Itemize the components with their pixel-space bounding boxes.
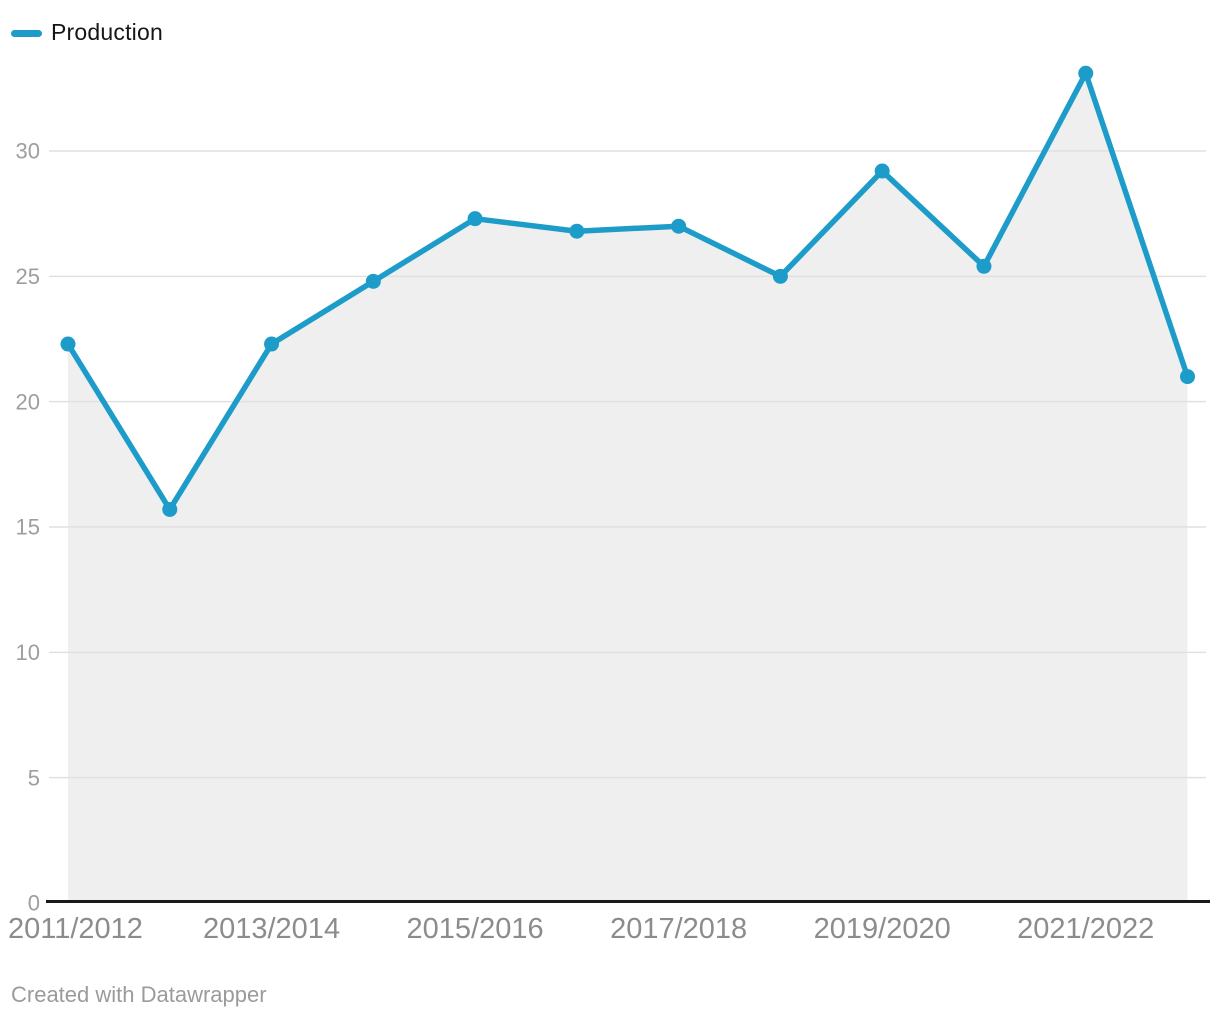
legend-line-swatch (11, 29, 42, 37)
data-point-2013-2014[interactable] (264, 336, 280, 352)
data-point-2015-2016[interactable] (467, 211, 483, 227)
y-tick-label: 20 (16, 389, 40, 414)
production-line-chart: 0 5 10 15 20 25 30 2011/2012 2013/2014 2015/2016 2… (8, 65, 1210, 945)
production-line (65, 70, 1191, 513)
x-axis-line (46, 900, 1210, 903)
data-point-2021-2022[interactable] (1078, 65, 1094, 81)
x-tick-label: 2021/2022 (1017, 913, 1154, 945)
y-tick-label: 15 (16, 515, 40, 540)
x-tick-label: 2011/2012 (8, 913, 143, 945)
data-point-2022-2023[interactable] (1180, 369, 1196, 385)
area-fill (68, 73, 1188, 900)
data-point-2020-2021[interactable] (976, 258, 992, 274)
y-tick-label: 0 (28, 891, 40, 916)
y-tick-label: 30 (16, 139, 40, 164)
y-tick-label: 25 (16, 264, 40, 289)
data-point-2017-2018[interactable] (671, 218, 687, 234)
x-tick-label: 2017/2018 (610, 913, 747, 945)
x-tick-label: 2015/2016 (407, 913, 544, 945)
y-tick-label: 5 (28, 765, 40, 790)
y-tick-label: 10 (16, 640, 40, 665)
data-point-2012-2013[interactable] (162, 501, 178, 517)
attribution-text: Created with Datawrapper (11, 982, 267, 1007)
data-point-2019-2020[interactable] (874, 163, 890, 179)
legend-label: Production (51, 18, 163, 45)
data-point-2016-2017[interactable] (569, 223, 585, 239)
data-point-2018-2019[interactable] (772, 268, 788, 284)
data-point-2014-2015[interactable] (365, 273, 381, 289)
legend: Production (11, 18, 163, 46)
x-tick-label: 2019/2020 (814, 913, 951, 945)
x-tick-label: 2013/2014 (203, 913, 340, 945)
data-point-2011-2012[interactable] (60, 336, 76, 352)
